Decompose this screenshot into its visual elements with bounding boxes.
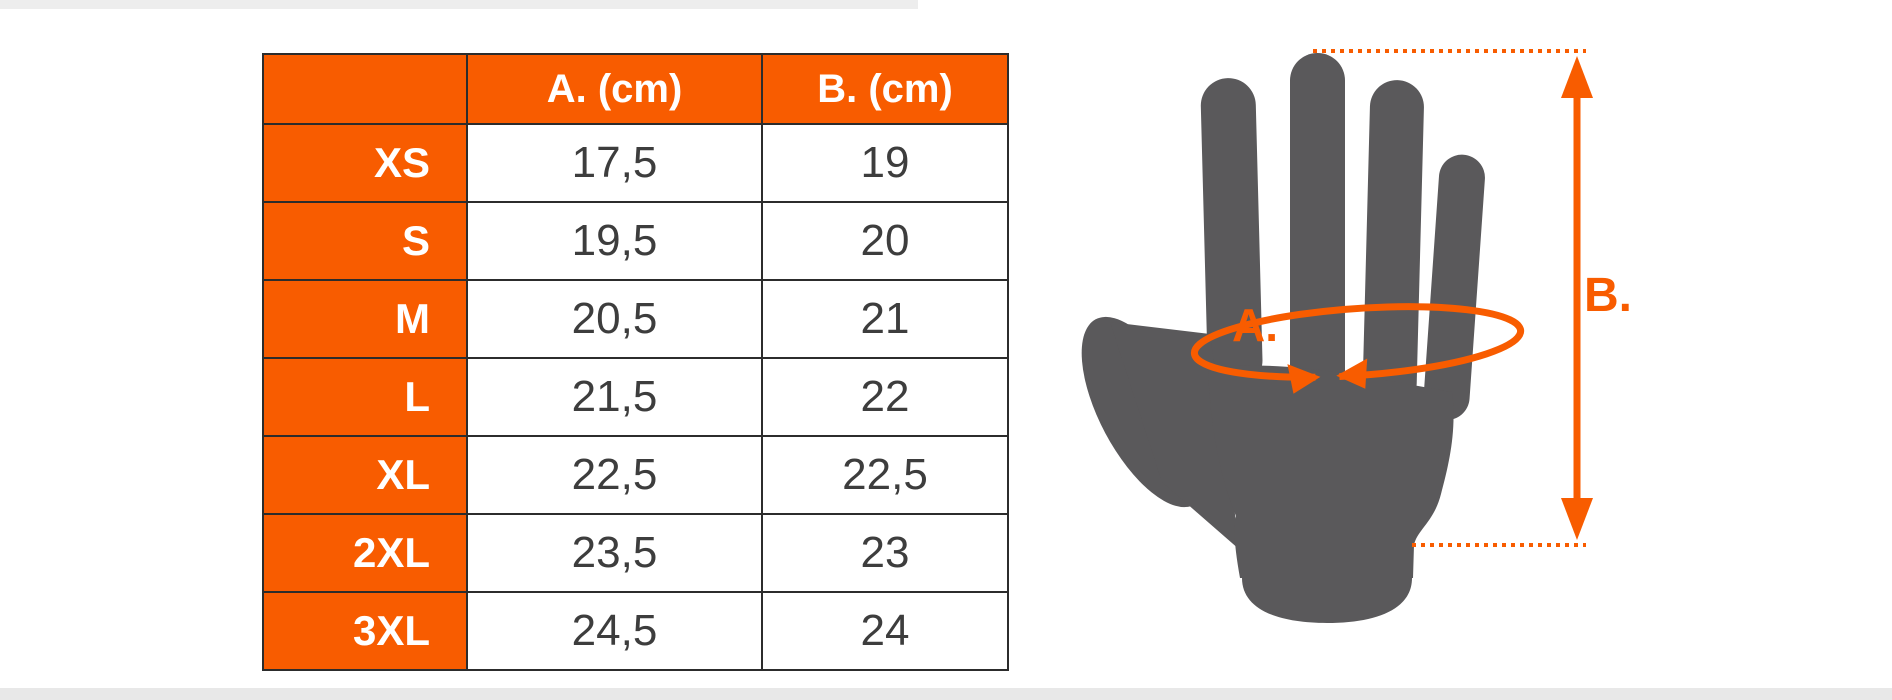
size-label-cell: L <box>262 357 468 437</box>
index-finger-shape <box>1200 78 1263 388</box>
arrowhead-left-icon <box>1336 358 1368 389</box>
middle-finger-shape <box>1290 53 1345 403</box>
a-value-cell: 21,5 <box>466 357 763 437</box>
a-value-cell: 20,5 <box>466 279 763 359</box>
hand-illustration <box>1081 49 1593 623</box>
table-header-row: A. (cm) B. (cm) <box>262 53 1009 125</box>
table-row-s: S 19,5 20 <box>262 201 1009 281</box>
b-value-cell: 24 <box>761 591 1009 671</box>
table-row-xs: XS 17,5 19 <box>262 123 1009 203</box>
pinky-finger-shape <box>1423 154 1485 421</box>
column-header-a: A. (cm) <box>466 53 763 125</box>
arrowhead-down-icon <box>1561 498 1593 540</box>
b-value-cell: 22 <box>761 357 1009 437</box>
wrist-shape <box>1242 535 1412 623</box>
a-value-cell: 22,5 <box>466 435 763 515</box>
size-label-cell: M <box>262 279 468 359</box>
size-table: A. (cm) B. (cm) XS 17,5 19 S 19,5 20 M 2… <box>262 53 1009 671</box>
table-row-l: L 21,5 22 <box>262 357 1009 437</box>
table-row-3xl: 3XL 24,5 24 <box>262 591 1009 671</box>
a-value-cell: 19,5 <box>466 201 763 281</box>
corner-cell <box>262 53 468 125</box>
b-value-cell: 22,5 <box>761 435 1009 515</box>
ring-finger-shape <box>1362 80 1424 411</box>
table-row-xl: XL 22,5 22,5 <box>262 435 1009 515</box>
table-row-2xl: 2XL 23,5 23 <box>262 513 1009 593</box>
size-label-cell: 3XL <box>262 591 468 671</box>
b-value-cell: 23 <box>761 513 1009 593</box>
b-value-cell: 21 <box>761 279 1009 359</box>
thumb-web-shape <box>1110 322 1240 550</box>
arrowhead-right-icon <box>1287 364 1321 394</box>
column-header-b: B. (cm) <box>761 53 1009 125</box>
b-value-cell: 19 <box>761 123 1009 203</box>
circumference-ellipse <box>1190 303 1525 381</box>
size-label-cell: XS <box>262 123 468 203</box>
a-value-cell: 17,5 <box>466 123 763 203</box>
b-value-cell: 20 <box>761 201 1009 281</box>
measurement-b-label: B. <box>1584 269 1632 322</box>
measurement-a-label: A. <box>1232 299 1278 351</box>
table-row-m: M 20,5 21 <box>262 279 1009 359</box>
size-label-cell: XL <box>262 435 468 515</box>
bottom-edge-strip <box>0 688 1892 700</box>
a-value-cell: 24,5 <box>466 591 763 671</box>
top-edge-strip <box>0 0 918 9</box>
arrowhead-up-icon <box>1561 56 1593 98</box>
length-measure-b <box>1313 49 1593 547</box>
a-value-cell: 23,5 <box>466 513 763 593</box>
size-label-cell: S <box>262 201 468 281</box>
hand-measurement-diagram <box>1050 30 1690 690</box>
palm-shape <box>1208 365 1454 578</box>
circumference-measure-a <box>1190 303 1525 394</box>
size-label-cell: 2XL <box>262 513 468 593</box>
